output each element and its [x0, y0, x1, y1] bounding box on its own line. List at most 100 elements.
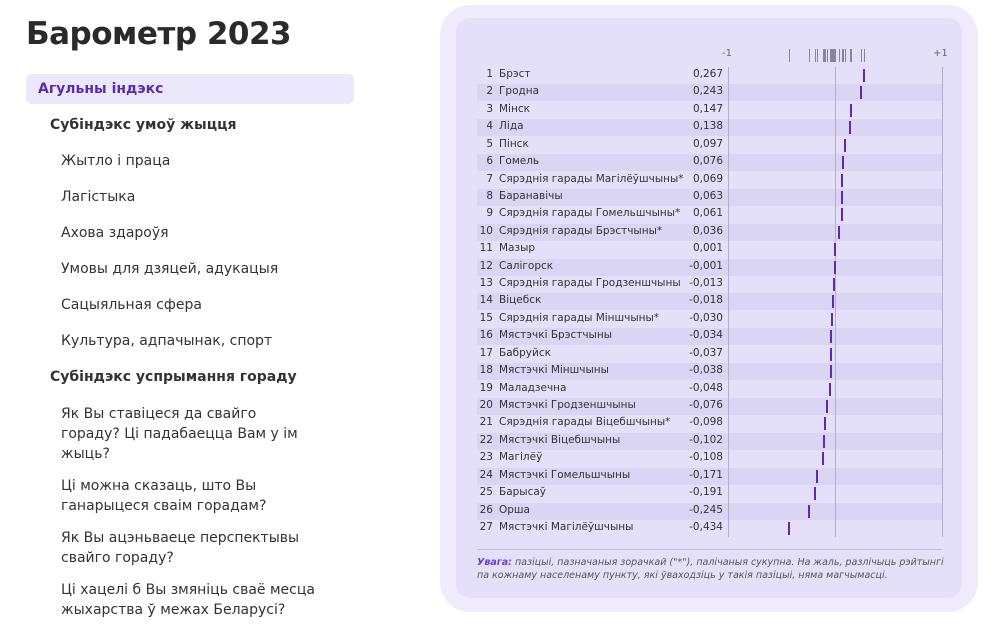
value-mark	[837, 225, 840, 239]
row-value: -0,048	[689, 381, 723, 394]
row-name: Гомель	[499, 155, 540, 168]
value-mark	[787, 521, 790, 535]
row-name: Віцебск	[499, 294, 542, 307]
distribution-tick	[838, 49, 840, 62]
row-rank: 15	[479, 311, 493, 324]
row-name: Орша	[499, 503, 530, 516]
distribution-tick	[824, 49, 826, 62]
row-value: -0,171	[689, 468, 723, 481]
row-rank: 3	[486, 102, 493, 115]
row-name: Сярэднія гарады Магілёўшчыны*	[499, 172, 684, 185]
menu-item-healthcare[interactable]: Ахова здароўя	[61, 225, 169, 241]
row-value: -0,030	[689, 311, 723, 324]
row-name: Салігорск	[499, 259, 554, 272]
row-value: -0,013	[689, 277, 723, 290]
row-name: Сярэднія гарады Брэстчыны*	[499, 224, 663, 237]
value-mark	[829, 365, 832, 379]
value-mark	[840, 208, 843, 222]
value-mark	[822, 452, 825, 466]
row-value: -0,034	[689, 329, 723, 342]
menu-item-housing-work[interactable]: Жытло і праца	[61, 153, 171, 169]
axis-gridline	[728, 67, 729, 538]
table-row	[477, 293, 942, 311]
value-mark	[840, 190, 843, 204]
value-mark	[832, 278, 835, 292]
distribution-tick	[816, 49, 818, 62]
table-row	[477, 502, 942, 520]
row-rank: 23	[479, 451, 493, 464]
distribution-tick	[841, 49, 843, 62]
menu-item-social[interactable]: Сацыяльная сфера	[61, 297, 202, 313]
menu-item-culture[interactable]: Культура, адпачынак, спорт	[61, 333, 273, 349]
row-name: Барысаў	[499, 486, 547, 499]
row-name: Мястэчкі Магілёўшчыны	[499, 520, 634, 533]
row-name: Магілёў	[499, 451, 543, 464]
row-name: Пінск	[499, 137, 529, 150]
distribution-tick	[842, 49, 844, 62]
axis-max-label: +1	[933, 48, 948, 59]
value-mark	[813, 487, 816, 501]
row-name: Сярэднія гарады Міншчыны*	[499, 311, 660, 324]
menu-item-living-conditions[interactable]: Субіндэкс умоў жыцця	[50, 117, 237, 133]
row-rank: 25	[479, 486, 493, 499]
value-mark	[830, 330, 833, 344]
row-rank: 24	[479, 468, 493, 481]
footnote: Увага: пазіцыі, пазначаныя зорачкай ("*"…	[477, 556, 947, 582]
row-name: Сярэднія гарады Гомельшчыны*	[499, 207, 681, 220]
table-row	[477, 467, 942, 485]
table-row	[477, 188, 942, 206]
row-rank: 16	[479, 329, 493, 342]
value-mark	[849, 103, 852, 117]
menu-item-q3[interactable]: Як Вы ацэньваеце перспектывы свайго гора…	[61, 530, 300, 566]
distribution-tick	[834, 49, 836, 62]
row-rank: 17	[479, 346, 493, 359]
value-mark	[842, 156, 845, 170]
row-name: Мястэчкі Віцебшчыны	[499, 433, 621, 446]
row-value: -0,018	[689, 294, 723, 307]
row-value: 0,001	[692, 242, 723, 255]
menu-item-general-index[interactable]: Агульны індэкс	[26, 74, 354, 104]
table-row	[477, 328, 942, 346]
row-name: Баранавічы	[499, 189, 563, 202]
row-name: Мястэчкі Гродзеншчыны	[499, 398, 636, 411]
value-mark	[823, 434, 826, 448]
menu-item-q1[interactable]: Як Вы ставіцеся да свайго гораду? Ці пад…	[61, 406, 298, 462]
row-value: 0,076	[692, 155, 723, 168]
row-name: Мястэчкі Міншчыны	[499, 364, 609, 377]
value-mark	[841, 173, 844, 187]
menu-item-perception[interactable]: Субіндэкс успрымання гораду	[50, 369, 297, 385]
row-name: Мінск	[499, 102, 530, 115]
row-value: 0,061	[692, 207, 723, 220]
distribution-tick	[850, 49, 852, 62]
row-value: -0,076	[689, 398, 723, 411]
value-mark	[833, 260, 836, 274]
row-value: 0,147	[692, 102, 723, 115]
row-value: -0,434	[689, 520, 723, 533]
menu-item-q2[interactable]: Ці можна сказаць, што Вы ганарыцеся сваі…	[61, 478, 267, 514]
value-mark	[862, 69, 865, 82]
row-value: 0,243	[692, 85, 723, 98]
distribution-tick	[788, 49, 790, 62]
row-rank: 13	[479, 277, 493, 290]
page-title: Барометр 2023	[26, 16, 292, 52]
distribution-tick	[861, 49, 862, 62]
footnote-text: пазіцыі, пазначаныя зорачкай ("*"), палі…	[477, 557, 944, 581]
row-rank: 2	[486, 85, 493, 98]
row-rank: 20	[479, 398, 493, 411]
distribution-tick	[863, 49, 865, 62]
menu-item-logistics[interactable]: Лагістыка	[61, 189, 136, 205]
row-name: Мястэчкі Гомельшчыны	[499, 468, 631, 481]
row-rank: 27	[479, 520, 493, 533]
row-rank: 12	[479, 259, 493, 272]
menu-item-children-education[interactable]: Умовы для дзяцей, адукацыя	[61, 261, 279, 277]
table-row	[477, 432, 942, 450]
row-rank: 22	[479, 433, 493, 446]
index-menu: Агульны індэкс Субіндэкс умоў жыцця Жытл…	[26, 74, 354, 632]
value-mark	[834, 243, 837, 257]
value-mark	[823, 417, 826, 431]
table-row	[477, 154, 942, 172]
row-name: Сярэднія гарады Гродзеншчыны	[499, 277, 681, 290]
value-mark	[828, 382, 831, 396]
menu-item-q4[interactable]: Ці хацелі б Вы змяніць сваё месца жыхарс…	[61, 582, 315, 618]
